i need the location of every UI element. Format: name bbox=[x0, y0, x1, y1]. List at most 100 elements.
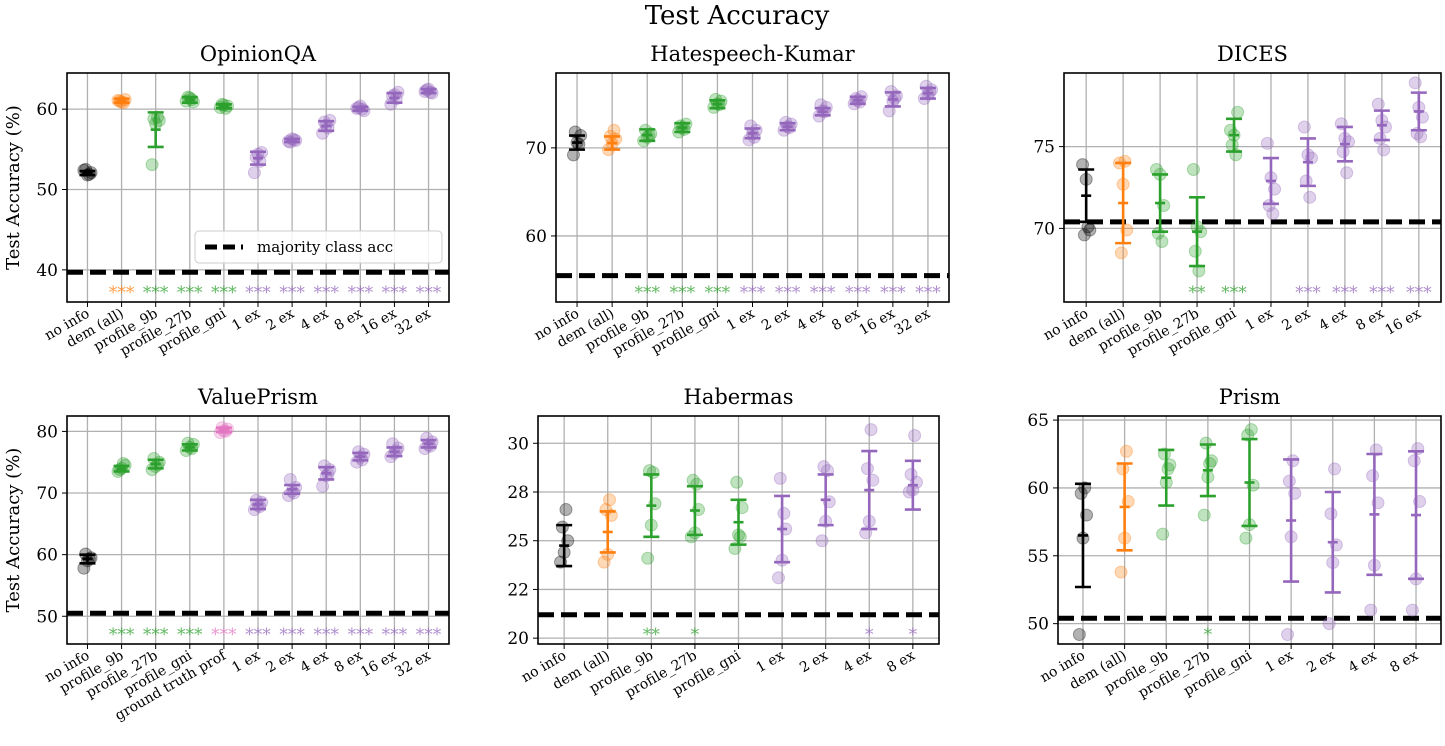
data-point bbox=[744, 119, 758, 133]
data-point bbox=[882, 104, 896, 118]
significance-label: * bbox=[1204, 625, 1213, 645]
significance-label: *** bbox=[634, 283, 660, 303]
x-tick-label: 16 ex bbox=[358, 306, 399, 339]
significance-label: *** bbox=[416, 625, 442, 645]
y-axis-label: Test Accuracy (%) bbox=[3, 448, 24, 613]
y-tick-label: 20 bbox=[507, 629, 529, 649]
data-point bbox=[1156, 527, 1170, 541]
data-point bbox=[771, 571, 785, 585]
x-tick-label: 4 ex bbox=[298, 648, 332, 677]
data-point bbox=[603, 493, 617, 507]
data-point bbox=[1118, 154, 1132, 168]
significance-label: *** bbox=[348, 283, 374, 303]
data-point bbox=[1408, 76, 1422, 90]
x-tick-label: 1 ex bbox=[1263, 648, 1297, 677]
data-point bbox=[1336, 145, 1350, 159]
significance-label: *** bbox=[382, 625, 408, 645]
data-point bbox=[1281, 628, 1295, 641]
y-tick-label: 75 bbox=[1033, 138, 1055, 158]
x-tick-label: 2 ex bbox=[264, 648, 298, 677]
significance-label: *** bbox=[670, 283, 696, 303]
significance-label: *** bbox=[109, 283, 135, 303]
significance-label: *** bbox=[177, 625, 203, 645]
data-point bbox=[253, 500, 267, 514]
legend-label: majority class acc bbox=[257, 238, 393, 256]
data-point bbox=[777, 506, 791, 520]
x-tick-label: 4 ex bbox=[1346, 648, 1380, 677]
data-point bbox=[904, 467, 918, 481]
x-tick-label: 4 ex bbox=[841, 648, 875, 677]
plot-frame bbox=[555, 72, 950, 303]
y-axis-label: Test Accuracy (%) bbox=[3, 105, 24, 270]
significance-label: *** bbox=[915, 283, 941, 303]
data-point bbox=[1407, 454, 1421, 468]
data-point bbox=[1244, 423, 1258, 437]
data-point bbox=[1197, 508, 1211, 522]
data-point bbox=[860, 462, 874, 476]
y-tick-label: 65 bbox=[1027, 411, 1049, 431]
panel-title: Habermas bbox=[684, 385, 794, 409]
significance-label: *** bbox=[279, 625, 305, 645]
data-point bbox=[730, 475, 744, 489]
data-point bbox=[1119, 444, 1133, 458]
significance-label: *** bbox=[245, 283, 271, 303]
data-point bbox=[646, 466, 660, 480]
significance-label: *** bbox=[1221, 283, 1247, 303]
data-point bbox=[1282, 474, 1296, 488]
data-point bbox=[1083, 223, 1097, 237]
data-point bbox=[864, 423, 878, 437]
x-tick-label: 32 ex bbox=[892, 306, 933, 339]
significance-label: *** bbox=[245, 625, 271, 645]
y-tick-label: 22 bbox=[507, 580, 529, 600]
y-tick-label: 60 bbox=[525, 227, 547, 247]
data-point bbox=[1373, 131, 1387, 145]
y-tick-label: 50 bbox=[1027, 615, 1049, 635]
y-tick-label: 70 bbox=[1033, 219, 1055, 239]
x-tick-label: 2 ex bbox=[264, 306, 298, 335]
x-tick-label: 2 ex bbox=[759, 306, 793, 335]
data-point bbox=[690, 477, 704, 491]
data-point bbox=[1328, 462, 1342, 476]
y-tick-label: 40 bbox=[36, 261, 58, 281]
plot-frame bbox=[1063, 72, 1442, 303]
x-tick-label: 8 ex bbox=[1353, 306, 1387, 335]
x-tick-label: 8 ex bbox=[884, 648, 918, 677]
data-point bbox=[817, 460, 831, 474]
x-tick-label: 4 ex bbox=[794, 306, 828, 335]
significance-label: ** bbox=[1189, 283, 1207, 303]
significance-label: * bbox=[865, 625, 874, 645]
significance-label: *** bbox=[810, 283, 836, 303]
x-tick-label: 32 ex bbox=[392, 648, 433, 681]
data-point bbox=[1231, 105, 1245, 119]
significance-label: *** bbox=[775, 283, 801, 303]
data-point bbox=[283, 472, 297, 486]
x-tick-label: 2 ex bbox=[1304, 648, 1338, 677]
data-point bbox=[1260, 136, 1274, 150]
significance-label: *** bbox=[211, 283, 237, 303]
data-point bbox=[559, 503, 573, 517]
data-point bbox=[1411, 442, 1425, 456]
y-tick-label: 50 bbox=[36, 607, 58, 627]
y-tick-label: 50 bbox=[36, 181, 58, 201]
plot-frame bbox=[66, 72, 450, 303]
plot-frame bbox=[66, 415, 450, 645]
data-point bbox=[1405, 603, 1419, 617]
plot-frame bbox=[537, 415, 940, 645]
data-point bbox=[1203, 457, 1217, 470]
figure-title: Test Accuracy bbox=[645, 1, 830, 31]
x-tick-label: 1 ex bbox=[229, 306, 263, 335]
data-point bbox=[1114, 246, 1128, 260]
significance-label: *** bbox=[1406, 283, 1432, 303]
data-point bbox=[1322, 617, 1336, 631]
significance-label: * bbox=[691, 625, 700, 645]
x-tick-label: 1 ex bbox=[753, 648, 787, 677]
panel-title: ValuePrism bbox=[197, 385, 318, 409]
data-point bbox=[1239, 531, 1253, 545]
data-point bbox=[1324, 507, 1338, 521]
significance-label: *** bbox=[109, 625, 135, 645]
data-point bbox=[1286, 454, 1300, 468]
data-point bbox=[1072, 628, 1086, 641]
